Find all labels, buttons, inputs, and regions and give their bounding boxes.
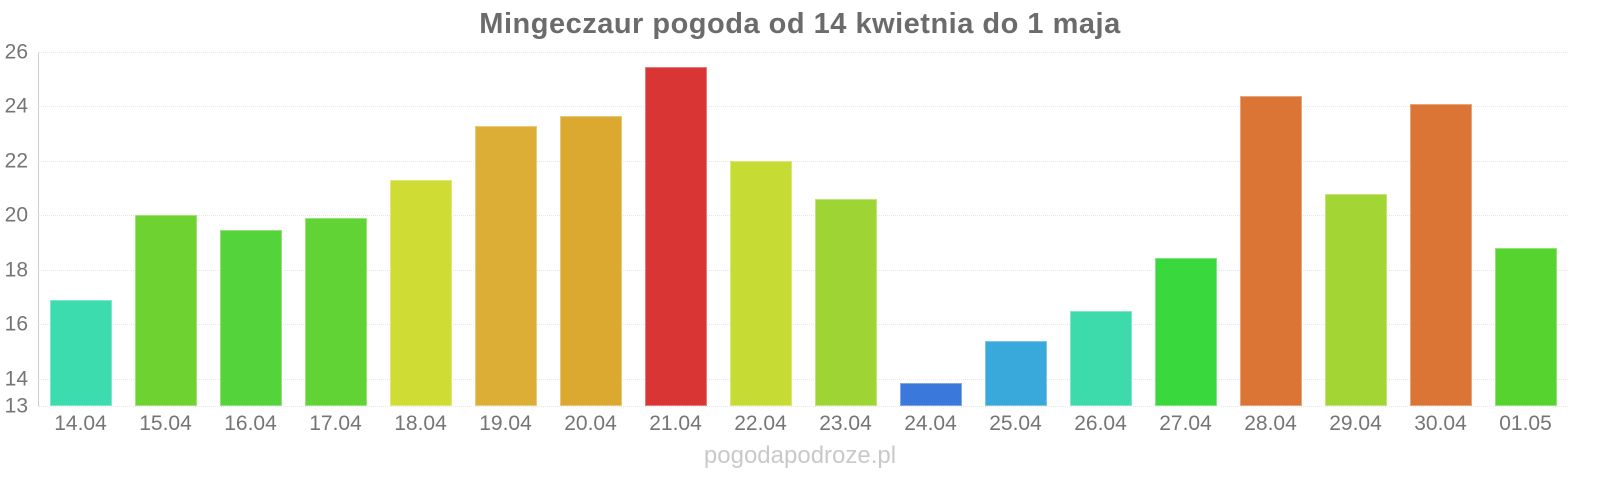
bar-cell-01.05: 01.05 <box>1483 52 1568 434</box>
bar-19.04[interactable] <box>474 125 537 406</box>
bar-21.04[interactable] <box>644 66 707 406</box>
x-tick-label-24.04: 24.04 <box>904 412 957 435</box>
bar-cell-30.04: 30.04 <box>1398 52 1483 434</box>
bar-cell-21.04: 21.04 <box>633 52 718 434</box>
plot-area: 14.04 15.04 16.04 17.04 18.04 19.04 20.04 21.04… <box>38 52 1568 434</box>
x-tick-label-18.04: 18.04 <box>394 412 447 435</box>
chart-title: Mingeczaur pogoda od 14 kwietnia do 1 ma… <box>479 8 1121 40</box>
bar-cell-14.04: 14.04 <box>38 52 123 434</box>
bar-18.04[interactable] <box>389 180 452 406</box>
bar-cell-19.04: 19.04 <box>463 52 548 434</box>
x-tick-label-29.04: 29.04 <box>1329 412 1382 435</box>
bar-cell-20.04: 20.04 <box>548 52 633 434</box>
bar-28.04[interactable] <box>1239 95 1302 406</box>
x-tick-label-28.04: 28.04 <box>1244 412 1297 435</box>
y-tick-label-18: 18 <box>4 258 28 282</box>
bar-cell-17.04: 17.04 <box>293 52 378 434</box>
bar-27.04[interactable] <box>1154 257 1217 406</box>
x-tick-label-19.04: 19.04 <box>479 412 532 435</box>
bar-cell-23.04: 23.04 <box>803 52 888 434</box>
x-tick-label-16.04: 16.04 <box>224 412 277 435</box>
bar-26.04[interactable] <box>1069 310 1132 406</box>
bar-cell-16.04: 16.04 <box>208 52 293 434</box>
gridline-22 <box>38 160 1568 162</box>
x-tick-label-26.04: 26.04 <box>1074 412 1127 435</box>
bar-20.04[interactable] <box>559 116 622 406</box>
bar-cell-29.04: 29.04 <box>1313 52 1398 434</box>
y-tick-label-20: 20 <box>4 203 28 227</box>
bar-16.04[interactable] <box>219 230 282 406</box>
bar-30.04[interactable] <box>1409 103 1472 406</box>
gridline-26 <box>38 52 1568 53</box>
bar-cell-25.04: 25.04 <box>973 52 1058 434</box>
bar-14.04[interactable] <box>49 299 112 406</box>
y-tick-label-26: 26 <box>4 40 28 64</box>
y-axis-line <box>38 52 39 407</box>
x-tick-label-20.04: 20.04 <box>564 412 617 435</box>
bar-cell-15.04: 15.04 <box>123 52 208 434</box>
bar-cell-26.04: 26.04 <box>1058 52 1143 434</box>
y-tick-label-22: 22 <box>4 149 28 173</box>
gridline-20 <box>38 215 1568 217</box>
watermark: pogodapodroze.pl <box>703 442 897 469</box>
bar-25.04[interactable] <box>984 340 1047 406</box>
gridline-18 <box>38 269 1568 271</box>
bar-17.04[interactable] <box>304 218 367 406</box>
x-tick-label-15.04: 15.04 <box>139 412 192 435</box>
bar-cell-28.04: 28.04 <box>1228 52 1313 434</box>
x-tick-label-22.04: 22.04 <box>734 412 787 435</box>
x-tick-label-25.04: 25.04 <box>989 412 1042 435</box>
bar-22.04[interactable] <box>729 160 792 406</box>
bar-cell-18.04: 18.04 <box>378 52 463 434</box>
bar-23.04[interactable] <box>814 199 877 406</box>
x-tick-label-17.04: 17.04 <box>309 412 362 435</box>
x-tick-label-23.04: 23.04 <box>819 412 872 435</box>
gridline-13 <box>38 406 1568 407</box>
bar-15.04[interactable] <box>134 215 197 406</box>
x-tick-label-21.04: 21.04 <box>649 412 702 435</box>
bar-29.04[interactable] <box>1324 193 1387 406</box>
gridline-24 <box>38 106 1568 108</box>
y-tick-label-14: 14 <box>4 367 28 391</box>
gridline-14 <box>38 378 1568 380</box>
x-tick-label-14.04: 14.04 <box>54 412 107 435</box>
x-tick-label-27.04: 27.04 <box>1159 412 1212 435</box>
y-tick-label-13: 13 <box>4 394 28 418</box>
y-axis-labels: 13 14 16 18 20 22 24 26 <box>0 42 32 417</box>
y-tick-label-24: 24 <box>4 94 28 118</box>
bar-01.05[interactable] <box>1494 248 1557 406</box>
bar-cell-27.04: 27.04 <box>1143 52 1228 434</box>
bar-cell-22.04: 22.04 <box>718 52 803 434</box>
y-tick-label-16: 16 <box>4 312 28 336</box>
bar-cell-24.04: 24.04 <box>888 52 973 434</box>
x-tick-label-30.04: 30.04 <box>1414 412 1467 435</box>
gridline-16 <box>38 324 1568 326</box>
x-tick-label-01.05: 01.05 <box>1499 412 1552 435</box>
bars-row: 14.04 15.04 16.04 17.04 18.04 19.04 20.04 21.04… <box>38 52 1568 434</box>
bar-24.04[interactable] <box>899 382 962 406</box>
